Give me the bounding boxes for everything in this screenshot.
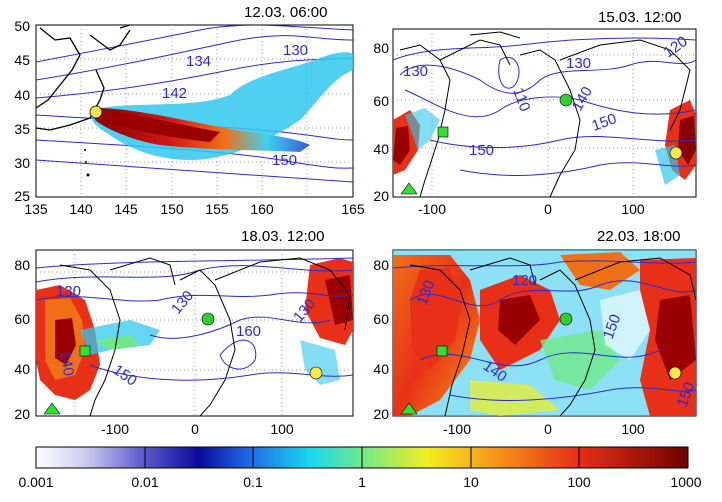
p2-contour-label: 150: [590, 110, 619, 135]
p1-xtick: 165: [341, 201, 365, 217]
p4-xtick: 100: [621, 421, 645, 437]
p2-contour-label: 120: [661, 33, 691, 61]
p1-xtick: 145: [114, 201, 138, 217]
p2-xtick: 0: [544, 201, 552, 217]
p4-contour-label: 120: [512, 272, 537, 289]
p4-ytick: 60: [373, 311, 389, 327]
p4-ytick: 20: [373, 406, 389, 422]
p1-contour-label: 150: [272, 152, 297, 169]
p2-contour-label: 110: [509, 86, 533, 114]
p3-ytick: 80: [14, 257, 30, 273]
colorbar-label: 1000: [670, 474, 702, 490]
p2-xtick: -100: [417, 201, 447, 217]
p2-xtick: 100: [621, 201, 645, 217]
p1-ytick: 30: [14, 155, 30, 171]
p3-contour-label: 140: [56, 350, 77, 378]
panel-2-timestamp: 15.03. 12:00: [598, 9, 682, 26]
p2-ytick: 20: [373, 188, 389, 204]
p3-xtick: -100: [100, 421, 130, 437]
p2-ytick: 60: [373, 93, 389, 109]
p3-ytick: 40: [14, 361, 30, 377]
p1-ytick: 40: [14, 87, 30, 103]
p2-contour-label: 140: [569, 84, 596, 114]
p3-contour-label: 130: [290, 295, 319, 325]
p3-ytick: 20: [14, 406, 30, 422]
p2-contour-label: 130: [403, 63, 428, 80]
p3-xtick: 100: [270, 421, 294, 437]
panel-3-timestamp: 18.03. 12:00: [241, 228, 325, 245]
p4-ytick: 40: [373, 361, 389, 377]
colorbar-label: 0.1: [243, 474, 263, 490]
p1-xtick: 160: [250, 201, 274, 217]
colorbar-label: 100: [567, 474, 591, 490]
p1-xtick: 155: [205, 201, 229, 217]
p3-xtick: 0: [191, 421, 199, 437]
colorbar-label: 0.01: [131, 474, 159, 490]
p4-xtick: 0: [544, 421, 552, 437]
p1-contour-label: 142: [162, 85, 187, 102]
p3-contour-label: 160: [236, 323, 261, 340]
p3-contour-label: 150: [110, 361, 140, 389]
p4-ytick: 80: [373, 257, 389, 273]
p1-ytick: 45: [14, 52, 30, 68]
p3-ytick: 60: [14, 311, 30, 327]
colorbar-label: 1: [358, 474, 366, 490]
p4-contour-label: 130: [414, 278, 439, 307]
p4-xtick: -100: [442, 421, 472, 437]
p1-ytick: 25: [14, 188, 30, 204]
p3-contour-label: 130: [56, 283, 81, 300]
p2-contour-label: 130: [566, 55, 591, 72]
p1-contour-label: 134: [186, 53, 211, 70]
colorbar-label: 0.001: [18, 474, 54, 490]
p4-contour-label: 150: [674, 380, 699, 409]
p1-contour-label: 130: [283, 42, 308, 59]
p1-xtick: 140: [69, 201, 93, 217]
p3-contour-label: 130: [168, 287, 197, 317]
p4-contour-label: 140: [480, 357, 510, 385]
panel-4-timestamp: 22.03. 18:00: [597, 228, 681, 245]
p1-ytick: 35: [14, 121, 30, 137]
p1-xtick: 150: [160, 201, 184, 217]
panel-1-timestamp: 12.03. 06:00: [244, 4, 328, 21]
p2-ytick: 80: [373, 40, 389, 56]
p1-ytick: 50: [14, 18, 30, 34]
p1-xtick: 135: [24, 201, 48, 217]
p2-ytick: 40: [373, 141, 389, 157]
p4-contour-label: 150: [600, 312, 625, 341]
colorbar-label: 10: [463, 474, 479, 490]
p2-contour-label: 150: [469, 142, 494, 159]
